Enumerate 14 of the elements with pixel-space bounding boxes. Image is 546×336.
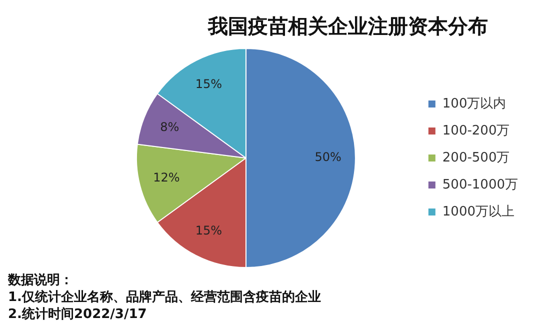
data-label: 15% <box>195 223 222 238</box>
text: 1.仅统计企业名称、品牌产品、经营范围含疫苗的企业 <box>8 289 322 306</box>
text: 数据说明： <box>8 272 74 289</box>
text: 2.统计时间2022/3/17 <box>8 306 148 323</box>
legend-label: 500-1000万 <box>442 177 518 192</box>
legend-label: 100万以内 <box>442 96 506 112</box>
chart-title: 我国疫苗相关企业注册资本分布 <box>206 13 489 40</box>
data-label: 50% <box>314 150 342 164</box>
data-label: 12% <box>153 170 180 185</box>
data-label: 8% <box>160 120 180 134</box>
legend-label: 100-200万 <box>442 123 510 138</box>
data-label: 15% <box>195 76 222 91</box>
legend-label: 1000万以上 <box>442 204 515 220</box>
legend-label: 200-500万 <box>442 150 510 166</box>
